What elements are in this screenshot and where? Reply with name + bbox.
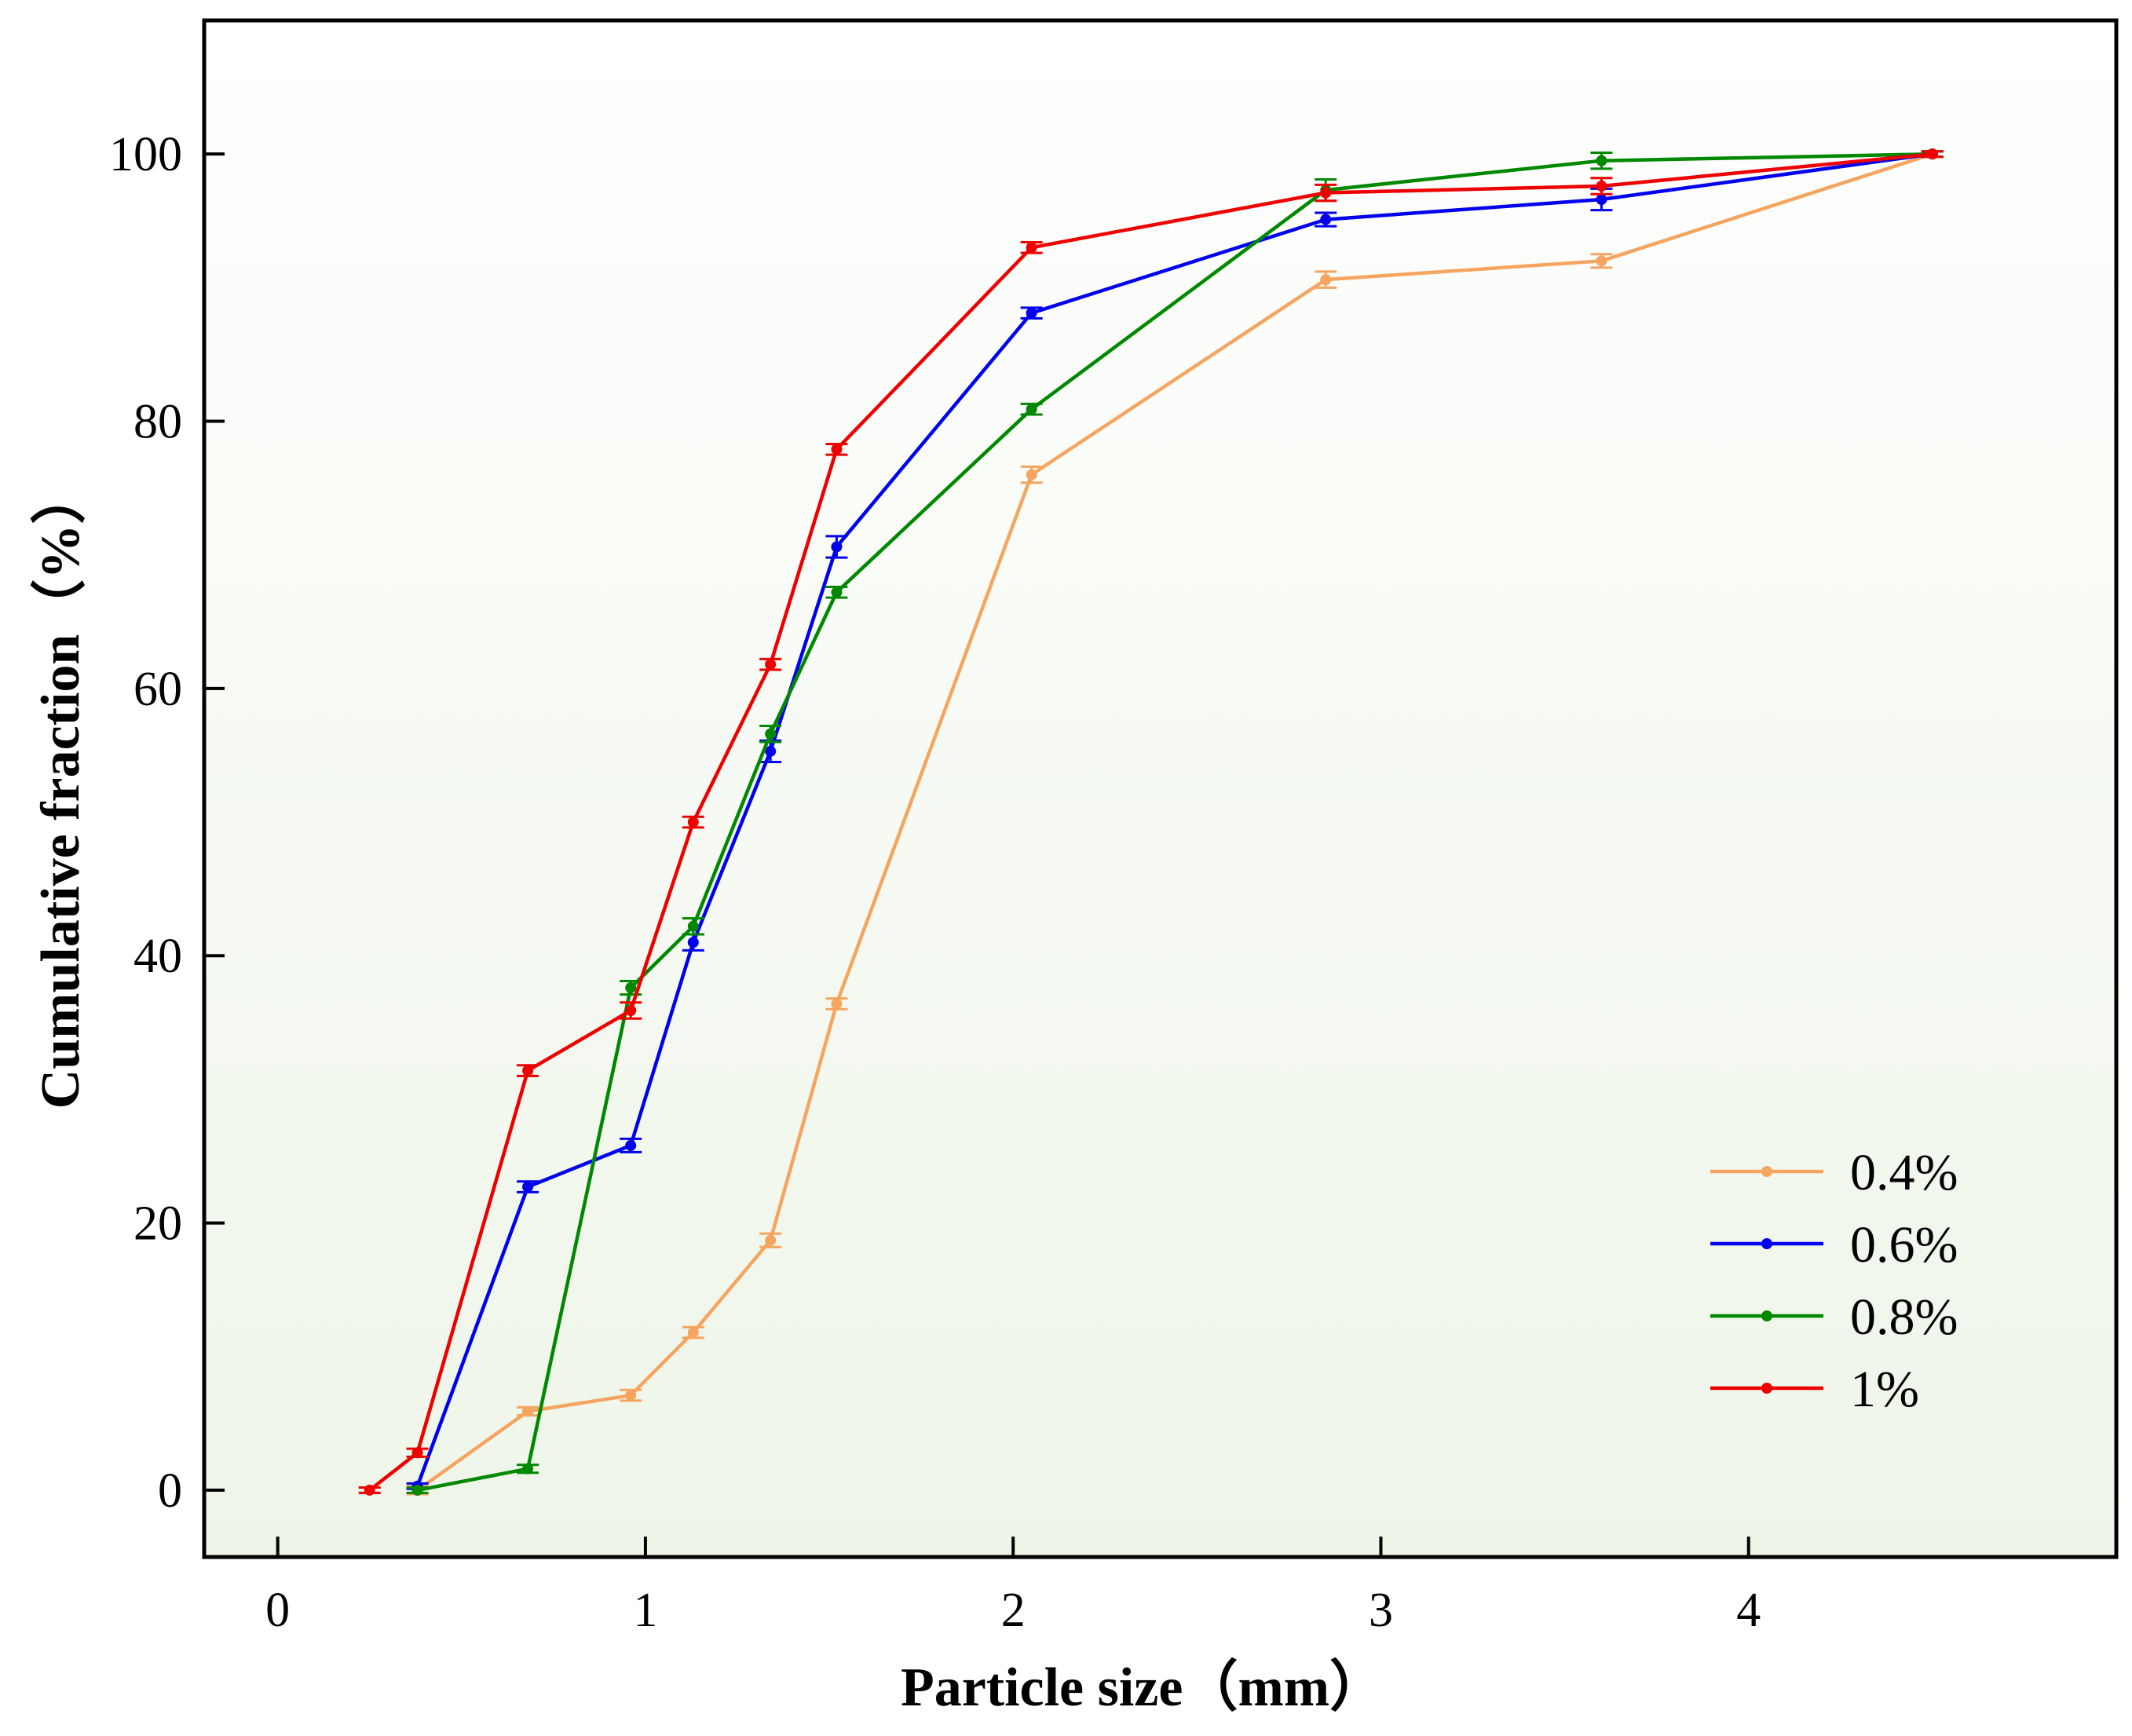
series-line-0-8pct	[417, 152, 1933, 1493]
data-point	[411, 1447, 423, 1459]
data-point	[1320, 187, 1332, 199]
series-line-0-6pct	[415, 152, 1933, 1487]
data-point	[765, 745, 777, 757]
legend-marker	[1761, 1166, 1772, 1177]
data-point	[687, 920, 699, 932]
data-point	[831, 444, 843, 455]
x-tick-label: 2	[1001, 1584, 1026, 1637]
data-point	[1596, 255, 1607, 267]
data-point	[522, 1181, 534, 1193]
data-point	[411, 1484, 423, 1496]
x-axis-title: Particle size（mm）	[901, 1657, 1384, 1718]
y-axis-title: Cumulative fraction（%）	[30, 470, 91, 1109]
y-tick-label: 20	[133, 1197, 182, 1251]
y-tick-label: 80	[133, 396, 182, 449]
legend-marker	[1761, 1310, 1772, 1321]
legend-label: 0.8%	[1850, 1288, 1958, 1346]
x-tick-label: 0	[265, 1584, 290, 1637]
data-point	[1026, 469, 1037, 481]
data-point	[687, 817, 699, 828]
data-point	[831, 587, 843, 598]
x-tick-label: 1	[633, 1584, 657, 1637]
plot-area-background	[204, 20, 2116, 1557]
data-point	[522, 1065, 534, 1076]
series-layer	[358, 148, 1944, 1496]
data-point	[1596, 155, 1607, 166]
legend-item-0-6pct: 0.6%	[1710, 1216, 1958, 1274]
legend-label: 0.4%	[1850, 1144, 1958, 1201]
data-point	[1926, 148, 1938, 160]
y-tick-label: 60	[133, 663, 182, 716]
y-tick-label: 0	[158, 1464, 182, 1518]
data-point	[522, 1463, 534, 1475]
data-point	[625, 1004, 637, 1016]
data-point	[1596, 181, 1607, 192]
data-point	[522, 1405, 534, 1417]
legend-item-1pct: 1%	[1710, 1361, 1919, 1418]
x-tick-label: 3	[1369, 1584, 1393, 1637]
data-point	[831, 541, 843, 553]
data-point	[765, 1234, 777, 1246]
data-point	[1320, 214, 1332, 225]
data-point	[364, 1484, 375, 1496]
data-point	[1026, 307, 1037, 319]
data-point	[687, 937, 699, 948]
data-point	[765, 728, 777, 740]
data-point	[1320, 274, 1332, 286]
legend-label: 0.6%	[1850, 1216, 1958, 1274]
legend-marker	[1761, 1238, 1772, 1249]
data-point	[1596, 194, 1607, 206]
plot-frame	[202, 18, 2119, 1559]
data-point	[625, 1139, 637, 1151]
legend-item-0-8pct: 0.8%	[1710, 1288, 1958, 1346]
legend: 0.4% 0.6% 0.8% 1%	[1710, 1144, 1958, 1418]
y-tick-label: 40	[133, 930, 182, 983]
data-point	[1026, 242, 1037, 254]
series-1pct	[358, 148, 1944, 1496]
data-point	[687, 1327, 699, 1339]
legend-item-0-4pct: 0.4%	[1710, 1144, 1958, 1201]
x-tick-label: 4	[1736, 1584, 1761, 1637]
legend-marker	[1761, 1383, 1772, 1394]
data-point	[765, 659, 777, 671]
data-point	[831, 998, 843, 1010]
series-line-0-4pct	[416, 152, 1933, 1492]
data-point	[1026, 404, 1037, 415]
data-point	[625, 1390, 637, 1402]
legend-label: 1%	[1850, 1361, 1919, 1418]
y-tick-label: 100	[109, 128, 182, 181]
data-point	[625, 982, 637, 994]
